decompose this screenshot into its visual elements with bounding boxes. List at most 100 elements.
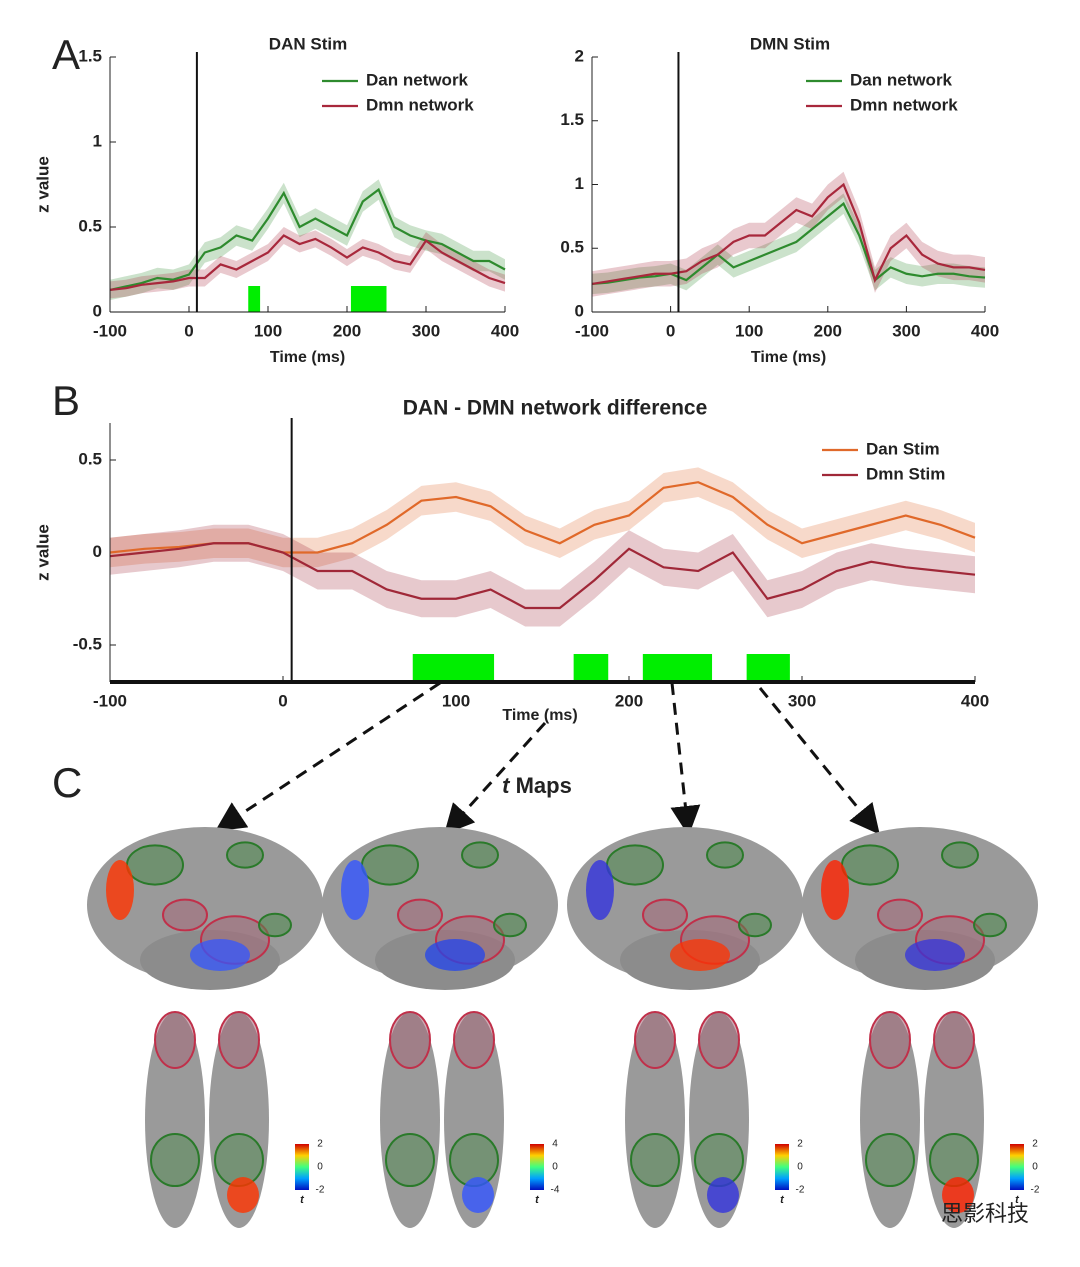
network-outline — [933, 1011, 975, 1069]
colorbar — [530, 1144, 544, 1190]
significance-bar — [573, 654, 609, 682]
panel-label: A — [52, 31, 80, 78]
x-tick-label: 300 — [412, 321, 440, 340]
colorbar-tick: 0 — [317, 1162, 323, 1173]
network-outline — [258, 912, 292, 938]
x-tick-label: 400 — [961, 691, 989, 710]
colorbar-tick: -2 — [316, 1185, 325, 1196]
y-axis-label: z value — [33, 156, 52, 213]
colorbar-tick: -2 — [1031, 1185, 1040, 1196]
y-tick-label: 0 — [93, 301, 102, 320]
activation — [821, 860, 849, 920]
confidence-band — [592, 171, 985, 297]
arrow — [758, 687, 880, 835]
chart-title: DAN Stim — [269, 34, 347, 53]
series-line — [591, 182, 986, 286]
brain-maps: 2 0 -2 t 4 0 -4 t 2 0 -2 t 2 0 -2 t — [87, 827, 1040, 1228]
x-tick-label: 200 — [615, 691, 643, 710]
chart: DAN - DMN network difference z value Time … — [33, 397, 989, 725]
network-outline — [630, 1133, 680, 1187]
arrow — [443, 721, 547, 835]
y-tick-label: 0.5 — [78, 216, 102, 235]
network-outline — [606, 844, 664, 886]
watermark: 思影科技 — [941, 1201, 1029, 1226]
network-outline — [226, 841, 264, 869]
x-tick-label: 300 — [892, 321, 920, 340]
maps-title-t: t — [502, 773, 511, 798]
legend-label: Dan Stim — [866, 439, 940, 458]
network-outline — [154, 1011, 196, 1069]
x-tick-label: 0 — [184, 321, 193, 340]
activation — [227, 1177, 259, 1213]
colorbar-tick: 0 — [1032, 1162, 1038, 1173]
network-outline — [642, 898, 688, 932]
x-tick-label: -100 — [575, 321, 609, 340]
x-tick-label: 200 — [333, 321, 361, 340]
x-tick-label: 200 — [814, 321, 842, 340]
colorbar-tick: 0 — [797, 1162, 803, 1173]
maps-title: t Maps — [502, 773, 572, 798]
colorbar — [775, 1144, 789, 1190]
y-tick-label: 2 — [575, 46, 584, 65]
network-outline — [493, 912, 527, 938]
confidence-band — [110, 467, 975, 568]
network-outline — [126, 844, 184, 886]
network-outline — [389, 1011, 431, 1069]
panel-label: C — [52, 759, 82, 806]
y-tick-label: 1 — [93, 131, 102, 150]
colorbar-tick: 4 — [552, 1139, 558, 1150]
activation — [707, 1177, 739, 1213]
series-line — [109, 234, 506, 291]
activation — [670, 939, 730, 971]
significance-bar — [412, 654, 495, 682]
activation — [462, 1177, 494, 1213]
network-outline — [150, 1133, 200, 1187]
activation — [942, 1177, 974, 1213]
y-tick-label: 0 — [575, 301, 584, 320]
network-outline — [841, 844, 899, 886]
colorbar — [295, 1144, 309, 1190]
network-outline — [634, 1011, 676, 1069]
y-tick-label: 1.5 — [560, 110, 584, 129]
y-tick-label: -0.5 — [73, 634, 102, 653]
legend-label: Dmn Stim — [866, 464, 945, 483]
colorbar-tick: 2 — [797, 1139, 803, 1150]
network-outline — [869, 1011, 911, 1069]
series-line — [109, 542, 976, 610]
legend-label: Dmn network — [850, 95, 958, 114]
x-tick-label: -100 — [93, 691, 127, 710]
colorbar-label: t — [535, 1194, 540, 1206]
colorbar-label: t — [1015, 1194, 1020, 1206]
significance-bar — [248, 286, 261, 312]
arrow — [670, 682, 701, 836]
activation — [586, 860, 614, 920]
colorbar-tick: 0 — [552, 1162, 558, 1173]
arrows — [214, 681, 880, 836]
network-outline — [162, 898, 208, 932]
x-tick-label: 100 — [735, 321, 763, 340]
y-tick-label: 0 — [93, 542, 102, 561]
significance-bar — [642, 654, 713, 682]
colorbar-label: t — [300, 1194, 305, 1206]
network-outline — [361, 844, 419, 886]
arrow — [214, 681, 441, 832]
x-tick-label: 400 — [491, 321, 519, 340]
x-axis-label: Time (ms) — [270, 349, 345, 366]
network-outline — [706, 841, 744, 869]
colorbar — [1010, 1144, 1024, 1190]
y-tick-label: 1.5 — [78, 46, 102, 65]
activation — [190, 939, 250, 971]
confidence-band — [110, 227, 505, 299]
y-tick-label: 0.5 — [78, 449, 102, 468]
activation — [341, 860, 369, 920]
panel-label: B — [52, 377, 80, 424]
significance-bar — [746, 654, 790, 682]
legend-label: Dan network — [366, 70, 469, 89]
activation — [905, 939, 965, 971]
network-outline — [865, 1133, 915, 1187]
colorbar-tick: 2 — [1032, 1139, 1038, 1150]
network-outline — [461, 841, 499, 869]
y-tick-label: 0.5 — [560, 238, 584, 257]
activation — [106, 860, 134, 920]
